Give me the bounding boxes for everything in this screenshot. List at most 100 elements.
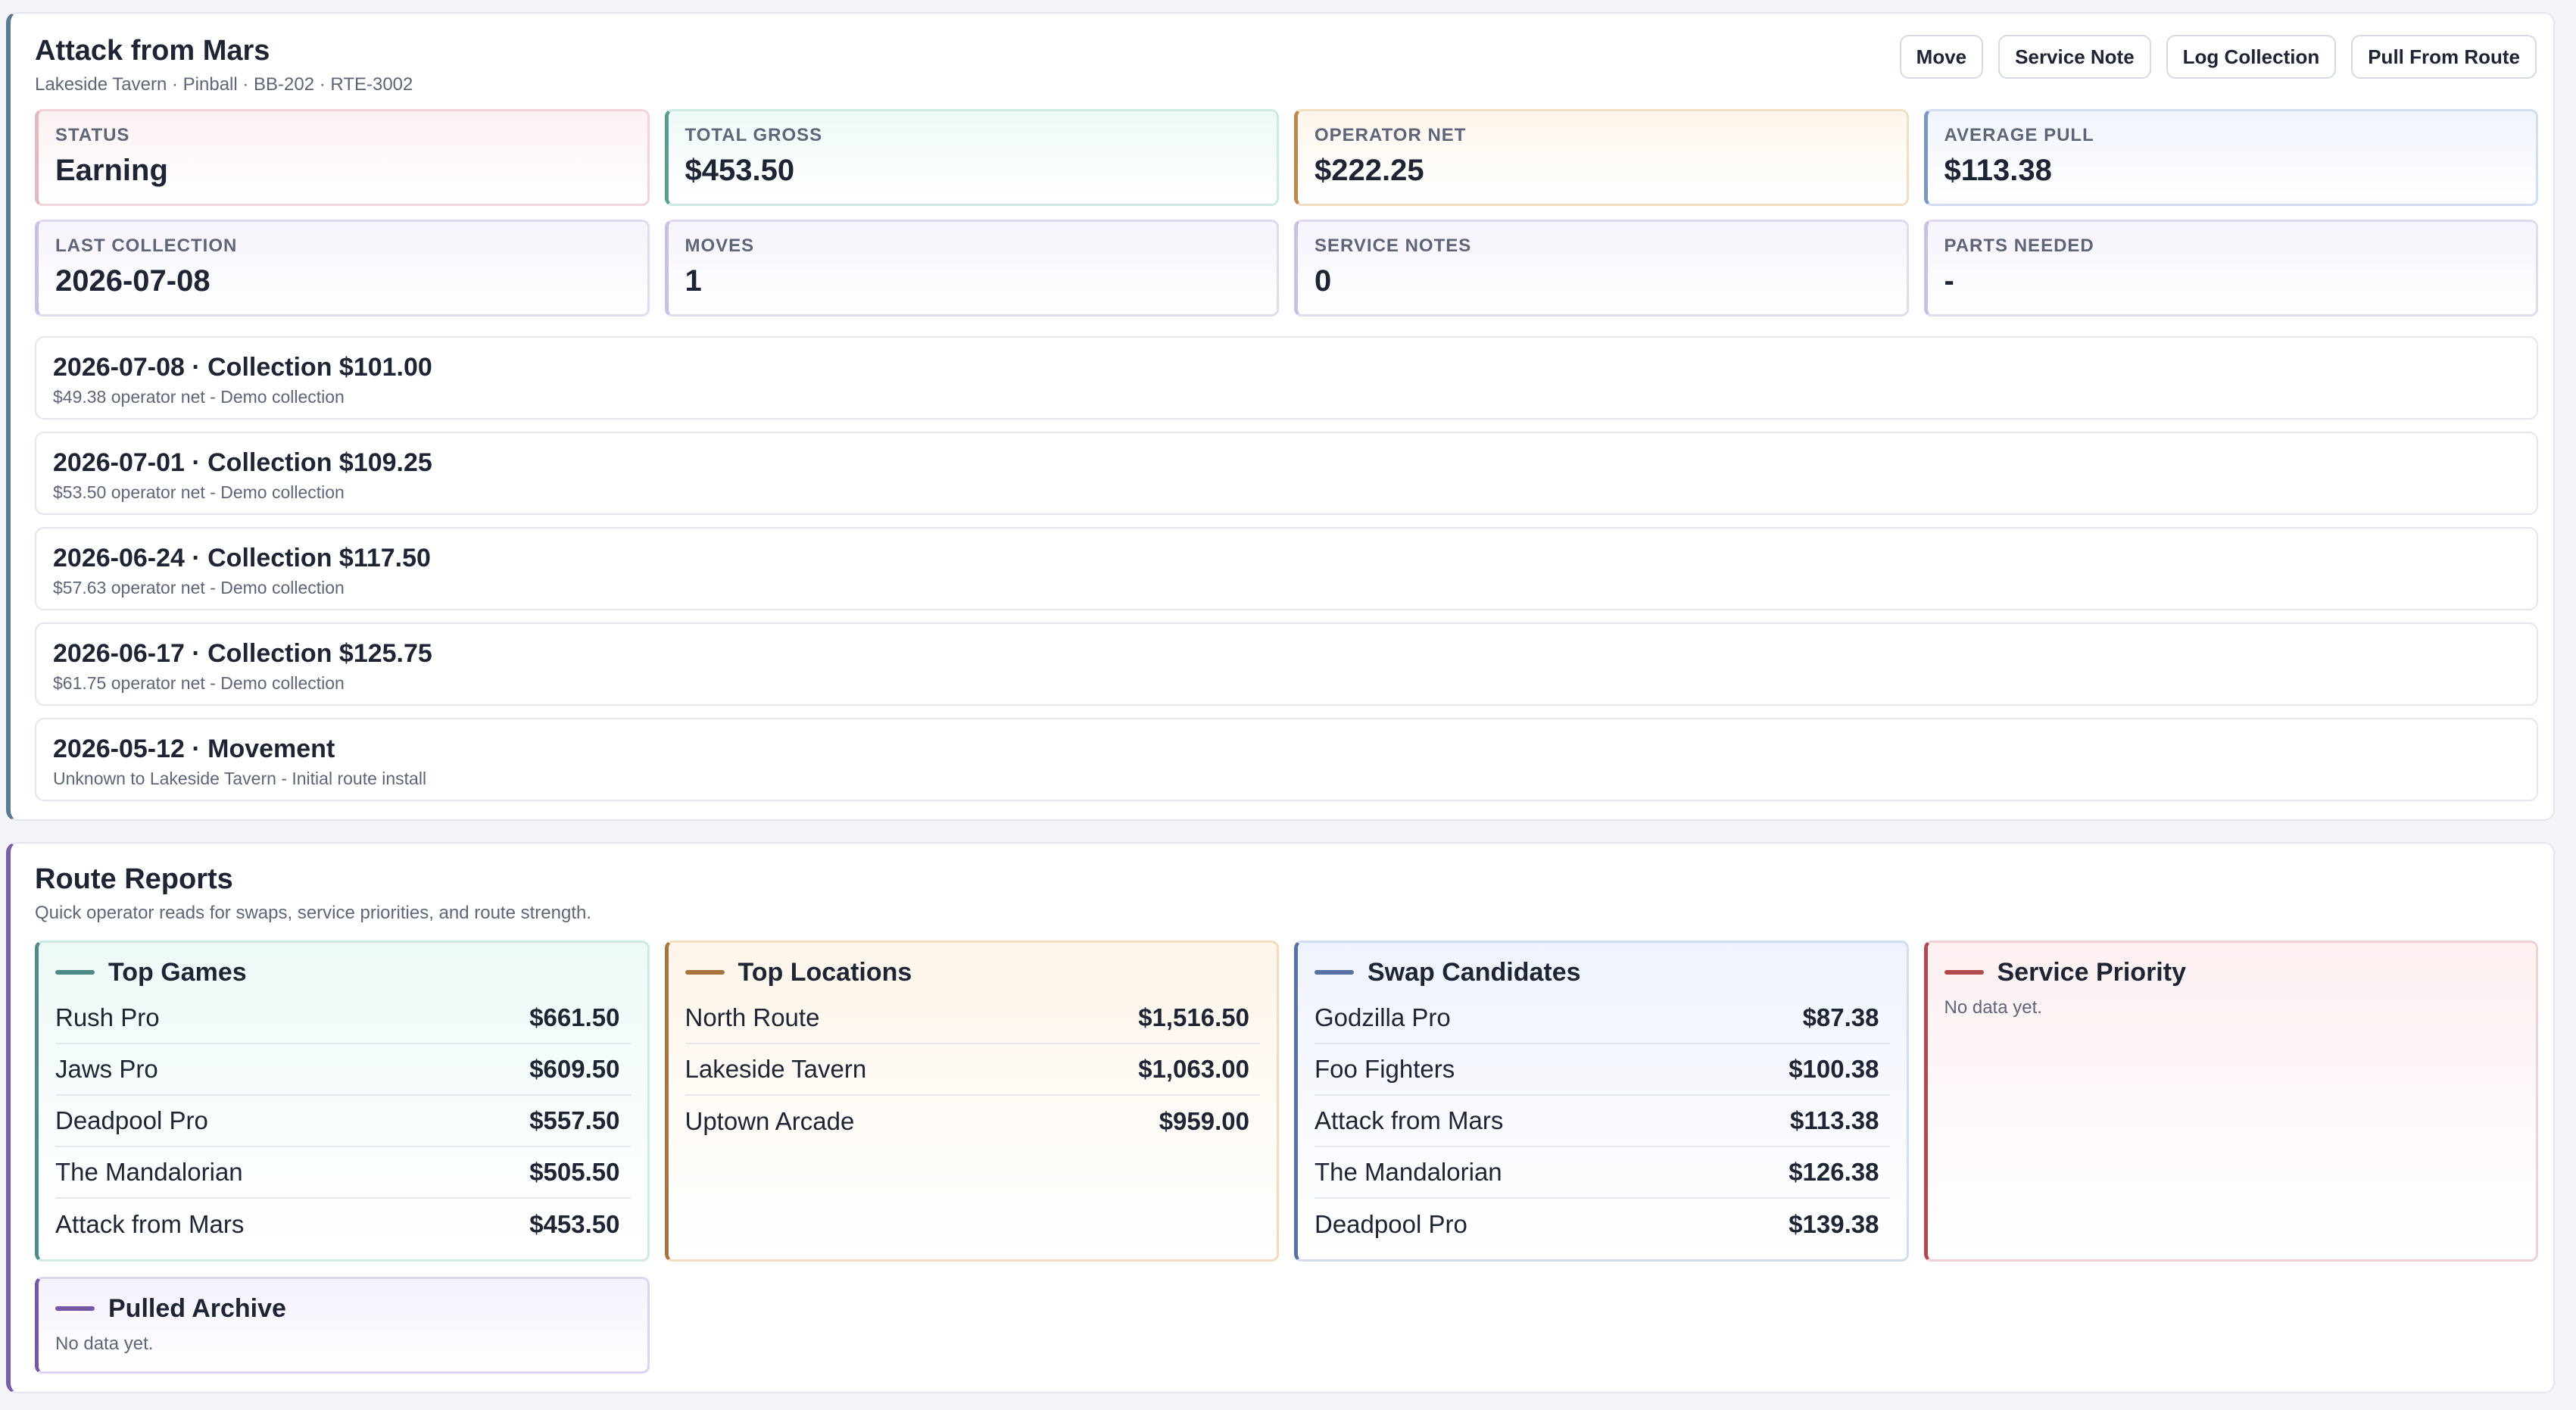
report-rows: Godzilla Pro $87.38 Foo Fighters $100.38… <box>1315 993 1890 1250</box>
report-cards: Top Games Rush Pro $661.50 Jaws Pro $609… <box>35 941 2538 1374</box>
stat-label: Status <box>55 125 130 145</box>
row-name: Foo Fighters <box>1315 1055 1455 1083</box>
report-row[interactable]: The Mandalorian $505.50 <box>55 1147 631 1199</box>
history-item-title: 2026-06-17 · Collection $125.75 <box>53 639 432 668</box>
accent-bar-icon <box>55 1306 95 1311</box>
report-card-pulled-archive: Pulled Archive No data yet. <box>35 1277 650 1374</box>
row-value: $661.50 <box>529 1003 620 1031</box>
stat-label: Last Collection <box>55 236 238 256</box>
report-header: Top Locations <box>685 958 1261 987</box>
stat-label: Total Gross <box>685 125 823 145</box>
stat-value: 2026-07-08 <box>55 264 211 298</box>
stats-row-secondary: Last Collection 2026-07-08 Moves 1 Servi… <box>35 220 2538 317</box>
report-title: Service Priority <box>1997 957 2186 987</box>
move-button[interactable]: Move <box>1899 35 1984 79</box>
report-title: Top Games <box>108 957 247 987</box>
stat-card-total-gross: Total Gross $453.50 <box>664 109 1279 206</box>
stat-value: 1 <box>685 264 702 298</box>
row-name: The Mandalorian <box>55 1158 243 1186</box>
history-item-detail: Unknown to Lakeside Tavern - Initial rou… <box>53 769 427 788</box>
report-row[interactable]: North Route $1,516.50 <box>685 993 1260 1044</box>
machine-detail-panel: Attack from Mars Lakeside Tavern · Pinba… <box>6 12 2555 821</box>
empty-state-text: No data yet. <box>55 1334 154 1354</box>
stat-card-service-notes: Service Notes 0 <box>1294 220 1909 317</box>
route-reports-panel: Route Reports Quick operator reads for s… <box>6 842 2555 1393</box>
history-item[interactable]: 2026-07-08 · Collection $101.00 $49.38 o… <box>35 336 2538 420</box>
row-name: Lakeside Tavern <box>685 1055 867 1083</box>
row-value: $113.38 <box>1790 1106 1879 1134</box>
row-name: Uptown Arcade <box>685 1107 855 1135</box>
row-value: $453.50 <box>529 1210 620 1238</box>
empty-state-text: No data yet. <box>1944 997 2042 1018</box>
machine-title: Attack from Mars <box>35 35 270 67</box>
report-row[interactable]: Attack from Mars $113.38 <box>1315 1096 1890 1147</box>
history-item[interactable]: 2026-07-01 · Collection $109.25 $53.50 o… <box>35 432 2538 515</box>
row-name: The Mandalorian <box>1315 1158 1502 1186</box>
report-card-service-priority: Service Priority No data yet. <box>1923 941 2538 1262</box>
stat-card-average-pull: Average Pull $113.38 <box>1923 109 2538 206</box>
history-item-detail: $53.50 operator net - Demo collection <box>53 482 345 502</box>
row-value: $1,516.50 <box>1138 1003 1249 1031</box>
report-row[interactable]: Deadpool Pro $139.38 <box>1315 1199 1890 1250</box>
report-row[interactable]: Deadpool Pro $557.50 <box>55 1096 631 1147</box>
accent-bar-icon <box>1944 970 1984 975</box>
report-title: Top Locations <box>738 957 912 987</box>
history-item-detail: $57.63 operator net - Demo collection <box>53 578 345 597</box>
pull-from-route-button[interactable]: Pull From Route <box>2351 35 2537 79</box>
stat-label: Operator Net <box>1315 125 1467 145</box>
stat-card-operator-net: Operator Net $222.25 <box>1294 109 1909 206</box>
reports-title: Route Reports <box>35 863 233 895</box>
stat-card-parts-needed: Parts Needed - <box>1923 220 2538 317</box>
report-row[interactable]: The Mandalorian $126.38 <box>1315 1147 1890 1199</box>
report-row[interactable]: Attack from Mars $453.50 <box>55 1199 631 1250</box>
row-value: $126.38 <box>1789 1158 1879 1186</box>
report-card-swap-candidates: Swap Candidates Godzilla Pro $87.38 Foo … <box>1294 941 1909 1262</box>
row-name: Jaws Pro <box>55 1055 158 1083</box>
stat-card-last-collection: Last Collection 2026-07-08 <box>35 220 650 317</box>
history-item[interactable]: 2026-05-12 · Movement Unknown to Lakesid… <box>35 718 2538 801</box>
row-value: $505.50 <box>529 1158 620 1186</box>
accent-bar-icon <box>1315 970 1354 975</box>
report-row[interactable]: Jaws Pro $609.50 <box>55 1044 631 1096</box>
row-name: Attack from Mars <box>1315 1106 1504 1134</box>
accent-bar-icon <box>55 970 95 975</box>
row-name: Godzilla Pro <box>1315 1003 1451 1031</box>
stat-label: Average Pull <box>1944 125 2094 145</box>
report-header: Pulled Archive <box>55 1294 631 1323</box>
stats-row-primary: Status Earning Total Gross $453.50 Opera… <box>35 109 2538 206</box>
row-name: North Route <box>685 1003 820 1031</box>
report-row[interactable]: Uptown Arcade $959.00 <box>685 1096 1261 1147</box>
row-value: $959.00 <box>1159 1107 1249 1135</box>
history-item[interactable]: 2026-06-17 · Collection $125.75 $61.75 o… <box>35 622 2538 706</box>
log-collection-button[interactable]: Log Collection <box>2166 35 2337 79</box>
history-item[interactable]: 2026-06-24 · Collection $117.50 $57.63 o… <box>35 527 2538 610</box>
report-row[interactable]: Rush Pro $661.50 <box>55 993 631 1044</box>
history-item-detail: $49.38 operator net - Demo collection <box>53 387 345 407</box>
row-name: Attack from Mars <box>55 1210 245 1238</box>
history-item-detail: $61.75 operator net - Demo collection <box>53 673 345 693</box>
row-name: Rush Pro <box>55 1003 160 1031</box>
row-value: $1,063.00 <box>1138 1055 1249 1083</box>
history-item-title: 2026-07-01 · Collection $109.25 <box>53 448 432 477</box>
history-item-title: 2026-05-12 · Movement <box>53 735 335 763</box>
machine-history-list: 2026-07-08 · Collection $101.00 $49.38 o… <box>35 336 2538 813</box>
history-item-title: 2026-06-24 · Collection $117.50 <box>53 544 431 572</box>
report-row[interactable]: Foo Fighters $100.38 <box>1315 1044 1890 1096</box>
report-card-top-games: Top Games Rush Pro $661.50 Jaws Pro $609… <box>35 941 650 1262</box>
row-name: Deadpool Pro <box>1315 1210 1467 1238</box>
row-value: $100.38 <box>1789 1055 1879 1083</box>
stat-label: Parts Needed <box>1944 236 2094 256</box>
stat-value: $113.38 <box>1944 154 2052 187</box>
stat-label: Service Notes <box>1315 236 1472 256</box>
report-row[interactable]: Godzilla Pro $87.38 <box>1315 993 1890 1044</box>
service-note-button[interactable]: Service Note <box>1998 35 2151 79</box>
accent-bar-icon <box>685 970 725 975</box>
history-item-title: 2026-07-08 · Collection $101.00 <box>53 353 432 382</box>
report-row[interactable]: Lakeside Tavern $1,063.00 <box>685 1044 1260 1096</box>
stat-value: $222.25 <box>1315 154 1424 187</box>
row-value: $557.50 <box>529 1106 620 1134</box>
reports-subtitle: Quick operator reads for swaps, service … <box>35 903 591 923</box>
report-title: Pulled Archive <box>108 1293 286 1323</box>
report-header: Service Priority <box>1944 958 2520 987</box>
row-value: $87.38 <box>1802 1003 1879 1031</box>
